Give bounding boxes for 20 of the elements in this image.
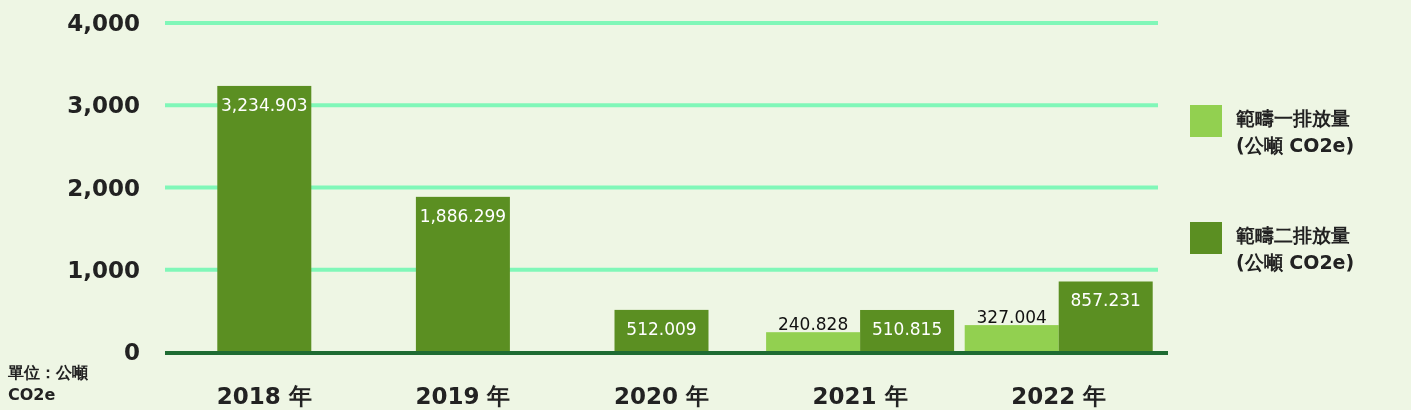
data-label: 1,886.299 bbox=[419, 205, 507, 226]
x-tick-label: 2020 年 bbox=[613, 383, 710, 409]
y-tick-label: 1,000 bbox=[67, 256, 140, 283]
x-tick-label: 2018 年 bbox=[216, 383, 312, 409]
legend-label: 範疇一排放量 (公噸 CO2e) bbox=[1236, 106, 1356, 158]
data-label: 327.004 bbox=[976, 307, 1047, 328]
legend-label: 範疇二排放量 (公噸 CO2e) bbox=[1236, 223, 1356, 275]
y-tick-label: 2,000 bbox=[67, 174, 140, 201]
y-tick-label: 4,000 bbox=[67, 10, 140, 36]
x-tick-label: 2022 年 bbox=[1011, 383, 1107, 409]
data-label: 510.815 bbox=[871, 318, 943, 339]
text: 單位：公噸 CO2e bbox=[8, 362, 89, 406]
x-tick-label: 2021 年 bbox=[812, 383, 908, 409]
data-label: 3,234.903 bbox=[221, 94, 308, 115]
data-label: 240.828 bbox=[777, 314, 849, 335]
data-label: 857.231 bbox=[1070, 290, 1141, 311]
y-tick-label: 3,000 bbox=[67, 92, 140, 119]
x-tick-label: 2019 年 bbox=[415, 383, 511, 409]
y-tick-label: 0 bbox=[123, 339, 140, 365]
data-label: 512.009 bbox=[626, 318, 697, 339]
